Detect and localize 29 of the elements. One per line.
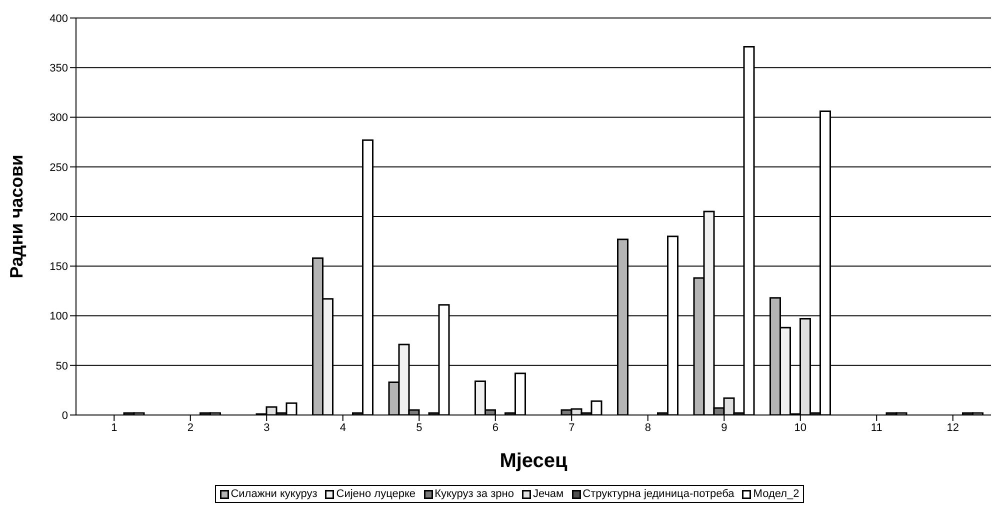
x-axis-title: Мјесец [500,450,568,472]
x-tick-label: 2 [187,422,194,434]
y-axis-title: Радни часови [6,154,26,278]
x-tick-label: 9 [721,422,728,434]
x-tick-label: 11 [870,422,882,434]
y-tick-label: 250 [50,162,68,174]
x-tick-label: 7 [568,422,575,434]
x-tick-label: 12 [946,422,959,434]
y-tick-label: 400 [50,12,68,25]
y-tick-label: 300 [50,112,68,124]
y-tick-label: 100 [50,310,68,323]
y-tick-label: 350 [50,62,68,75]
y-tick-label: 0 [62,410,68,422]
x-tick-label: 3 [264,422,270,434]
legend-label: Модел_2 [753,488,800,500]
x-tick-label: 8 [644,422,651,434]
y-tick-label: 150 [50,261,68,274]
y-tick-label: 200 [50,211,68,224]
legend-label: Сијено луцерке [336,488,416,500]
legend-label: Структурна јединица-потреба [582,488,734,500]
x-tick-label: 1 [111,422,118,434]
legend-label: Јечам [532,488,564,500]
x-tick-label: 4 [340,422,346,434]
legend-label: Силажни кукуруз [230,488,318,500]
y-tick-label: 50 [56,360,68,372]
x-tick-label: 10 [794,422,806,434]
x-tick-label: 5 [416,422,422,434]
legend-label: Кукуруз за зрно [434,488,514,500]
x-tick-label: 6 [492,422,498,434]
